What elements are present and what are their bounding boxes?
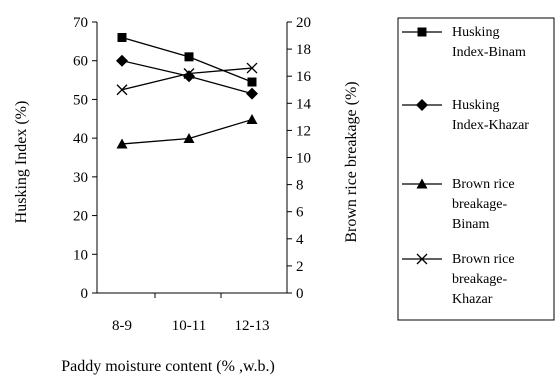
marker-x [183,68,195,79]
x-tick-label: 8-9 [112,318,132,334]
marker-triangle [116,138,128,149]
x-tick-label: 10-11 [172,318,206,334]
y-tick-label: 70 [73,15,88,31]
marker-x [246,62,258,74]
marker-diamond [183,70,195,83]
y2-tick-label: 2 [296,259,304,275]
y2-tick-label: 18 [296,42,311,58]
legend-item-3: Brown rice breakage- Khazar [402,252,515,307]
y2-tick-label: 10 [296,151,311,167]
legend-label: breakage- [452,272,508,287]
y2-tick-label: 16 [296,69,312,85]
marker-square [247,77,257,87]
y-tick-label: 60 [73,54,88,70]
legend-label: Index-Binam [452,45,526,60]
y-tick-label: 40 [73,131,88,147]
y2-tick-label: 14 [296,96,312,112]
ticks: 0 10 20 30 40 50 60 70 0 2 4 6 8 10 12 14 16 18 20 8-9 10-11… [73,15,312,334]
y2-tick-label: 8 [296,178,304,194]
y-tick-label: 20 [73,209,88,225]
legend-item-0: Husking Index-Binam [402,25,526,60]
series-1 [116,54,258,100]
legend: Husking Index-Binam Husking Index-Khazar Bro… [397,17,555,321]
y2-tick-label: 6 [296,205,304,221]
marker-x-stroke [116,84,128,96]
series-2 [116,114,258,149]
y-tick-label: 10 [73,247,88,263]
marker-square [184,52,194,62]
legend-label: Index-Khazar [452,118,529,133]
y2-tick-label: 12 [296,123,311,139]
marker-x [416,253,428,265]
legend-label: Khazar [452,292,493,307]
marker-x-stroke [246,62,258,74]
marker-x [116,84,128,96]
legend-item-1: Husking Index-Khazar [402,98,529,133]
legend-label: Brown rice [452,177,515,192]
legend-item-2: Brown rice breakage- Binam [402,177,515,232]
marker-diamond [246,87,258,100]
y2-tick-label: 0 [296,286,304,302]
y-tick-label: 0 [81,286,89,302]
marker-triangle [416,178,428,189]
y-tick-label: 50 [73,92,88,108]
legend-label: Husking [452,25,499,40]
legend-label: Husking [452,98,499,113]
marker-square [417,27,427,37]
y2-axis-title: Brown rice breakage (%) [343,81,360,242]
legend-label: Binam [452,217,489,232]
marker-triangle [183,133,195,144]
marker-x-stroke [183,68,195,79]
legend-label: Brown rice [452,252,515,267]
legend-label: breakage- [452,197,508,212]
marker-diamond [116,54,128,67]
marker-x-stroke [416,253,428,265]
marker-square [117,32,127,42]
y-axis-title: Husking Index (%) [13,101,30,224]
y-tick-label: 30 [73,170,88,186]
series-3 [116,62,258,96]
x-axis-title: Paddy moisture content (% ,w.b.) [61,358,275,375]
x-tick-label: 12-13 [235,318,270,334]
legend-box [397,17,555,321]
marker-triangle [246,114,258,125]
marker-diamond [416,99,428,111]
series-0 [117,32,257,87]
y2-tick-label: 4 [296,232,304,248]
series-layer [116,32,258,149]
y2-tick-label: 20 [296,15,311,31]
